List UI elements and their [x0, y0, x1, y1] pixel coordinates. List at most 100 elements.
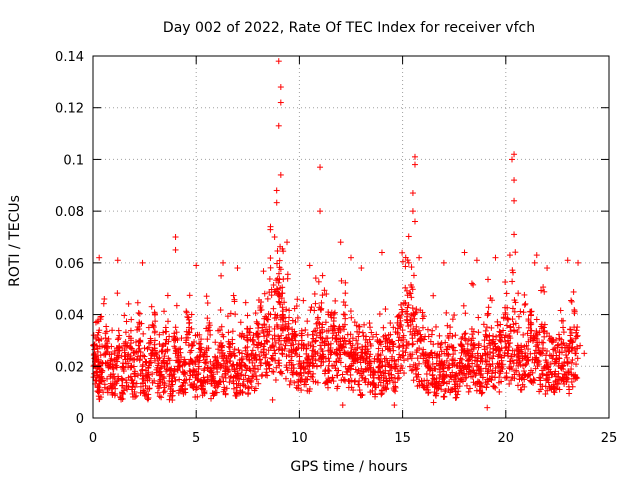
data-point — [201, 388, 208, 395]
data-point — [238, 350, 245, 357]
data-point — [324, 335, 331, 342]
data-point — [410, 340, 417, 347]
data-point — [197, 340, 204, 347]
data-point — [160, 357, 167, 364]
data-point — [200, 379, 207, 386]
data-point — [251, 387, 258, 394]
data-point — [310, 328, 317, 335]
data-point — [115, 335, 122, 342]
data-point — [279, 304, 286, 311]
data-point — [175, 346, 182, 353]
data-point — [162, 328, 169, 335]
data-point — [279, 313, 286, 320]
data-point — [457, 355, 464, 362]
data-point — [410, 272, 417, 279]
data-point — [290, 369, 297, 376]
data-point — [379, 347, 386, 354]
data-point — [438, 340, 445, 347]
data-point — [193, 354, 200, 361]
data-point — [337, 239, 344, 246]
data-point — [340, 299, 347, 306]
data-point — [510, 327, 517, 334]
data-point — [344, 365, 351, 372]
data-point — [245, 385, 252, 392]
data-point — [251, 365, 258, 372]
data-point — [319, 348, 326, 355]
data-point — [156, 385, 163, 392]
data-point — [306, 262, 313, 269]
data-point — [511, 231, 518, 238]
data-point — [217, 307, 224, 314]
data-point — [275, 270, 282, 277]
data-point — [366, 360, 373, 367]
data-point — [321, 287, 328, 294]
data-point — [354, 328, 361, 335]
data-point — [568, 298, 575, 305]
data-point — [176, 363, 183, 370]
data-point — [204, 315, 211, 322]
data-point — [220, 378, 227, 385]
data-point — [465, 388, 472, 395]
data-point — [386, 345, 393, 352]
data-point — [405, 323, 412, 330]
data-point — [292, 332, 299, 339]
data-point — [144, 395, 151, 402]
data-point — [151, 311, 158, 318]
data-point — [292, 331, 299, 338]
data-point — [367, 324, 374, 331]
data-point — [239, 388, 246, 395]
data-point — [303, 350, 310, 357]
data-point — [334, 372, 341, 379]
data-point — [139, 352, 146, 359]
data-point — [266, 361, 273, 368]
data-point — [449, 316, 456, 323]
data-point — [194, 393, 201, 400]
data-point — [271, 325, 278, 332]
data-point — [302, 381, 309, 388]
data-point — [440, 259, 447, 266]
data-point — [125, 300, 132, 307]
data-point — [557, 307, 564, 314]
data-point — [412, 362, 419, 369]
data-point — [339, 371, 346, 378]
data-point — [337, 351, 344, 358]
data-point — [135, 342, 142, 349]
data-point — [327, 340, 334, 347]
data-point — [568, 359, 575, 366]
data-point — [575, 259, 582, 266]
data-point — [321, 370, 328, 377]
data-point — [133, 380, 140, 387]
data-point — [158, 364, 165, 371]
data-point — [270, 368, 277, 375]
data-point — [273, 285, 280, 292]
data-point — [218, 272, 225, 279]
data-point — [288, 362, 295, 369]
data-point — [154, 389, 161, 396]
data-point — [302, 326, 309, 333]
data-point — [563, 354, 570, 361]
data-point — [143, 391, 150, 398]
data-point — [126, 344, 133, 351]
data-point — [399, 365, 406, 372]
data-point — [408, 264, 415, 271]
data-point — [135, 338, 142, 345]
data-point — [219, 373, 226, 380]
data-point — [416, 360, 423, 367]
data-point — [217, 364, 224, 371]
data-point — [408, 367, 415, 374]
data-point — [414, 328, 421, 335]
data-point — [206, 319, 213, 326]
data-point — [382, 306, 389, 313]
data-point — [108, 355, 115, 362]
data-point — [139, 259, 146, 266]
data-point — [292, 337, 299, 344]
data-point — [266, 323, 273, 330]
data-point — [131, 356, 138, 363]
data-point — [383, 336, 390, 343]
data-point — [290, 341, 297, 348]
data-point — [408, 294, 415, 301]
data-point — [395, 313, 402, 320]
data-point — [226, 374, 233, 381]
data-point — [373, 331, 380, 338]
data-point — [376, 311, 383, 318]
